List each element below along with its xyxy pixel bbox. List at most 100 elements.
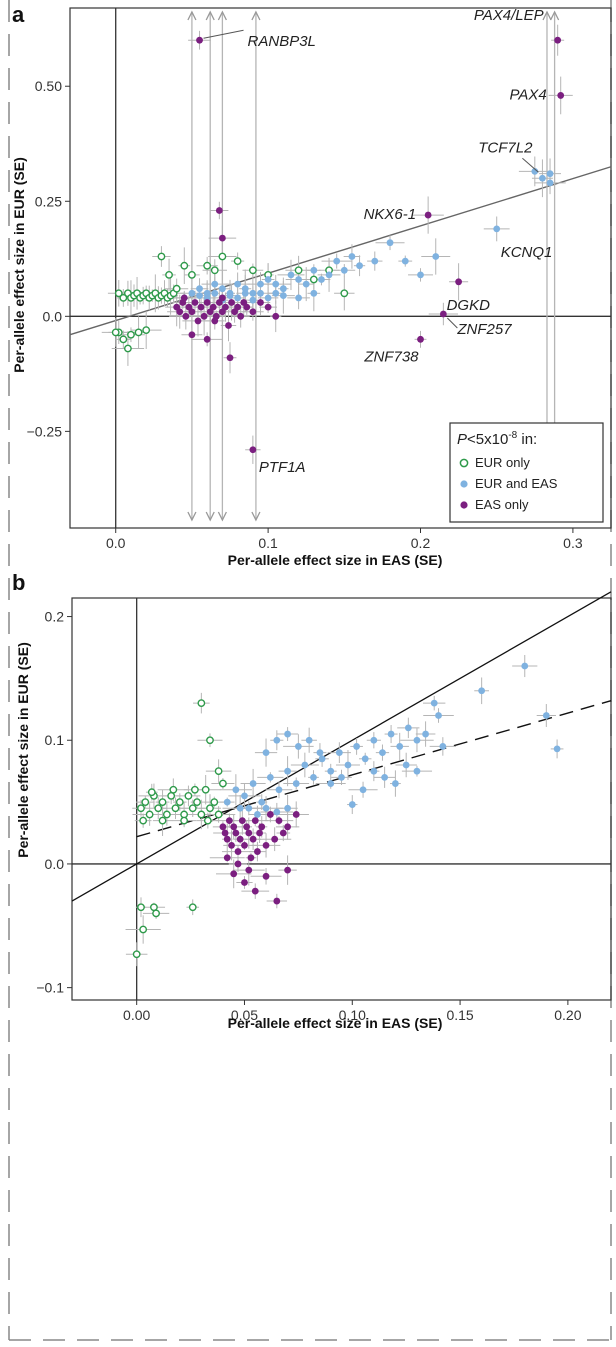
point-eur-only — [203, 816, 212, 825]
point-eas-only — [292, 811, 300, 818]
point-eur-and-eas — [292, 780, 300, 787]
x-tick-label: 0.10 — [339, 1007, 366, 1023]
point-eas-only — [554, 36, 562, 44]
point-eur-and-eas — [272, 289, 280, 297]
point-eas-only — [211, 317, 219, 325]
point-eur-only — [169, 785, 178, 794]
point-eur-only — [214, 767, 223, 776]
point-eas-only — [194, 317, 202, 325]
point-eur-and-eas — [272, 280, 280, 288]
point-eur-and-eas — [287, 271, 295, 279]
legend-both-label: EUR and EAS — [475, 476, 558, 491]
gene-label: KCNQ1 — [501, 244, 553, 261]
point-eur-only — [119, 294, 128, 302]
point-eas-only — [245, 829, 253, 837]
legend: P<5x10-8 in: EUR only EUR and EAS EAS on… — [449, 422, 604, 523]
arrow-up — [251, 10, 261, 21]
point-eur-and-eas — [310, 266, 318, 274]
gene-label: NKX6-1 — [364, 206, 417, 223]
point-eur-only — [309, 275, 318, 284]
point-eur-and-eas — [234, 294, 242, 302]
point-eas-only — [238, 817, 246, 825]
points-layer — [125, 655, 564, 967]
point-eur-and-eas — [539, 174, 546, 182]
point-eur-and-eas — [305, 736, 313, 744]
gene-label: RANBP3L — [248, 33, 316, 50]
y-tick-label: 0.1 — [45, 732, 65, 748]
point-eur-and-eas — [295, 276, 302, 283]
point-eas-only — [234, 860, 242, 868]
point-eur-and-eas — [226, 292, 234, 300]
legend-eas-only-marker — [460, 501, 468, 509]
point-eur-only — [167, 792, 176, 800]
point-eas-only — [176, 308, 184, 316]
point-eur-and-eas — [294, 743, 302, 750]
point-eas-only — [284, 866, 291, 874]
point-eas-only — [249, 308, 257, 316]
gene-label: PAX4/LEP — [474, 7, 544, 24]
point-eur-and-eas — [401, 257, 409, 265]
legend-title-p: P — [457, 431, 467, 448]
legend-title-threshold: <5x10 — [467, 431, 508, 448]
point-eas-only — [226, 354, 234, 362]
point-eur-and-eas — [302, 280, 310, 288]
point-eur-and-eas — [318, 276, 325, 283]
point-eas-only — [225, 322, 232, 329]
point-eur-and-eas — [531, 167, 539, 175]
point-eas-only — [197, 303, 205, 311]
point-eas-only — [254, 848, 261, 855]
panel-b: b 0.00 0.05 0.10 0.15 0.20 −0.1 0.0 0.1 0.2 Per-… — [12, 570, 612, 1031]
y-tick-label: 0.0 — [43, 308, 63, 324]
point-eur-only — [190, 785, 199, 794]
point-eur-and-eas — [318, 755, 326, 763]
legend-title-suffix: in: — [517, 431, 537, 448]
point-eur-and-eas — [521, 662, 529, 670]
point-eas-only — [241, 879, 248, 886]
arrow-up — [205, 10, 215, 21]
label-leader — [203, 29, 244, 39]
point-eur-and-eas — [546, 179, 554, 187]
point-eur-only — [158, 816, 167, 825]
point-eur-only — [180, 261, 189, 270]
point-eas-only — [232, 829, 240, 837]
panel-a-ylabel: Per-allele effect size in EUR (SE) — [11, 157, 27, 373]
point-eur-only — [184, 792, 193, 800]
x-tick-label: 0.05 — [231, 1007, 258, 1023]
panel-b-ylabel: Per-allele effect size in EUR (SE) — [15, 642, 31, 858]
point-eas-only — [424, 211, 432, 219]
point-eur-only — [233, 257, 242, 265]
point-eur-and-eas — [284, 767, 291, 775]
point-eur-only — [197, 699, 206, 708]
point-eur-and-eas — [387, 730, 395, 738]
point-eur-and-eas — [359, 786, 367, 794]
point-eur-only — [141, 798, 150, 806]
point-eur-only — [188, 271, 196, 279]
point-eas-only — [225, 817, 233, 825]
point-eur-only — [127, 330, 135, 339]
point-eur-only — [210, 798, 219, 806]
y-tick-label: 0.2 — [45, 609, 65, 625]
point-eur-and-eas — [196, 292, 203, 300]
regression-line — [69, 166, 612, 336]
x-tick-label: 0.3 — [563, 535, 583, 551]
points-layer — [101, 10, 573, 522]
point-eur-only — [124, 344, 132, 353]
point-eur-and-eas — [435, 712, 442, 719]
point-eur-only — [152, 909, 160, 918]
point-eas-only — [223, 854, 231, 862]
arrow-up — [542, 10, 552, 21]
point-eas-only — [234, 848, 242, 855]
point-eur-only — [150, 903, 158, 912]
point-eas-only — [243, 823, 251, 831]
point-eur-only — [175, 798, 184, 806]
point-eur-only — [210, 266, 219, 275]
point-eas-only — [557, 92, 565, 99]
point-eas-only — [271, 835, 279, 843]
arrow-up — [550, 10, 560, 21]
point-eur-and-eas — [340, 266, 348, 274]
panel-a-letter: a — [12, 2, 25, 27]
point-eur-and-eas — [249, 780, 257, 787]
plot-frame — [71, 597, 612, 1001]
panel-b-letter: b — [12, 570, 25, 595]
point-eas-only — [228, 299, 235, 306]
